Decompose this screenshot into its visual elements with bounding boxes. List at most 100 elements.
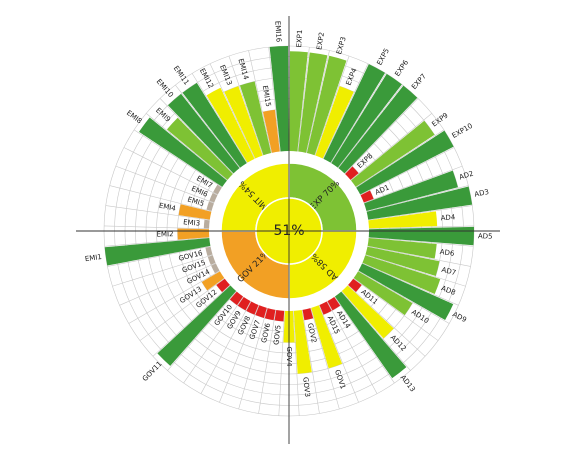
bar-gov9 [237, 296, 251, 311]
bar-ad3 [366, 186, 473, 220]
grid-spoke [104, 237, 210, 247]
bar-label-exp9: EXP9 [430, 111, 449, 128]
bar-label-emi3: EMI3 [183, 218, 201, 227]
bar-exp7 [338, 85, 418, 174]
grid-spoke [139, 278, 225, 341]
grid-spoke [293, 310, 300, 416]
bar-gov16 [205, 246, 213, 257]
bar-label-ad2: AD2 [458, 170, 474, 182]
bar-label-gov5: GOV5 [272, 324, 282, 345]
grid-spoke [355, 129, 445, 188]
grid-spoke [167, 291, 237, 371]
grid-spoke [314, 55, 350, 156]
bar-label-ad4: AD4 [440, 213, 456, 222]
bar-gov3 [293, 309, 312, 374]
grid-spoke [358, 270, 450, 324]
grid-spoke [128, 270, 220, 324]
bar-label-ad8: AD8 [440, 284, 457, 297]
bar-emi1 [104, 238, 211, 266]
grid-spoke [341, 291, 411, 371]
grid-spoke [365, 254, 466, 287]
grid-spoke [152, 284, 231, 357]
bar-label-exp2: EXP2 [315, 31, 326, 50]
bar-ad14 [327, 296, 341, 311]
bar-label-emi16: EMI16 [273, 21, 282, 43]
bar-exp6 [331, 73, 402, 168]
bar-gov14 [211, 263, 220, 274]
grid-spoke [238, 307, 268, 410]
bar-ad2 [364, 170, 458, 211]
bar-label-ad7: AD7 [441, 266, 457, 277]
grid-spoke [350, 113, 432, 181]
bar-label-emi1: EMI1 [84, 253, 102, 263]
bar-ad11 [348, 278, 362, 292]
bar-emi3 [203, 219, 210, 229]
bar-label-exp4: EXP4 [345, 66, 359, 86]
bar-label-emi9: EMI9 [154, 106, 172, 123]
bar-label-ad9: AD9 [451, 310, 468, 324]
grid-spoke [344, 98, 419, 174]
grid-spoke [353, 278, 439, 341]
bar-ad8 [362, 255, 441, 295]
bar-label-exp1: EXP1 [295, 29, 304, 47]
bar-exp1 [289, 51, 308, 152]
grid-spoke [200, 301, 252, 394]
bar-ad4 [368, 211, 438, 229]
grid-spoke [368, 225, 474, 230]
bar-exp10 [356, 130, 454, 195]
bar-emi4 [178, 204, 212, 220]
bar-gov1 [311, 305, 343, 369]
grid-spoke [119, 262, 216, 306]
bar-emi7 [213, 184, 222, 195]
bar-label-emi13: EMI13 [218, 64, 233, 87]
grid-spoke [104, 225, 210, 230]
bar-gov10 [229, 291, 244, 306]
bar-exp4 [315, 86, 354, 159]
bar-ad6 [367, 238, 437, 259]
bar-emi10 [167, 93, 240, 174]
grid-spoke [107, 246, 211, 267]
bar-label-emi15: EMI15 [261, 85, 272, 107]
grid-spoke [368, 237, 474, 247]
grid-spoke [363, 165, 463, 204]
grid-spoke [115, 165, 215, 204]
grid-spoke [159, 98, 234, 174]
bar-exp9 [351, 120, 435, 187]
bar-exp8 [345, 166, 359, 180]
bar-ad5 [368, 226, 474, 246]
grid-spoke [360, 147, 455, 196]
bar-label-ad13: AD13 [399, 374, 417, 394]
bar-emi14 [239, 81, 272, 156]
bar-label-exp5: EXP5 [375, 47, 391, 67]
bar-gov7 [255, 305, 267, 318]
grid-spoke [368, 205, 473, 221]
bar-ad15 [319, 301, 332, 315]
grid-spoke [330, 73, 387, 164]
bar-label-emi2: EMI2 [156, 230, 173, 238]
grid-spoke [191, 73, 248, 164]
bar-emi11 [182, 82, 247, 168]
bar-gov6 [264, 308, 276, 321]
bar-exp2 [298, 52, 328, 153]
bar-label-exp7: EXP7 [410, 72, 428, 91]
grid-spoke [367, 246, 471, 267]
bar-label-gov3: GOV3 [301, 377, 311, 398]
grid-spoke [334, 296, 395, 384]
grid-spoke [297, 47, 310, 152]
bar-label-exp6: EXP6 [393, 58, 410, 78]
bar-exp5 [323, 64, 386, 163]
bar-gov2 [302, 308, 314, 321]
bar-gov11 [157, 285, 237, 366]
bar-emi16 [269, 46, 289, 152]
bar-ad12 [341, 285, 394, 339]
bar-emi9 [166, 117, 233, 180]
grid-spoke [175, 84, 241, 169]
grid-spoke [301, 309, 320, 414]
bar-ad9 [358, 263, 454, 321]
bar-label-gov11: GOV11 [141, 360, 164, 383]
grid-spoke [112, 254, 213, 287]
bar-gov15 [207, 255, 216, 265]
grid-spoke [326, 301, 378, 394]
